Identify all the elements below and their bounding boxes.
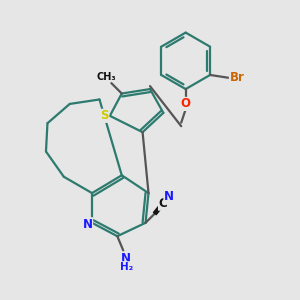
Text: N: N <box>121 252 131 265</box>
Text: O: O <box>181 98 191 110</box>
Text: Br: Br <box>230 71 244 84</box>
Text: C: C <box>159 197 167 210</box>
Text: S: S <box>100 109 109 122</box>
Text: CH₃: CH₃ <box>96 72 116 82</box>
Text: H₂: H₂ <box>120 262 133 272</box>
Text: N: N <box>82 218 93 231</box>
Text: N: N <box>164 190 174 203</box>
